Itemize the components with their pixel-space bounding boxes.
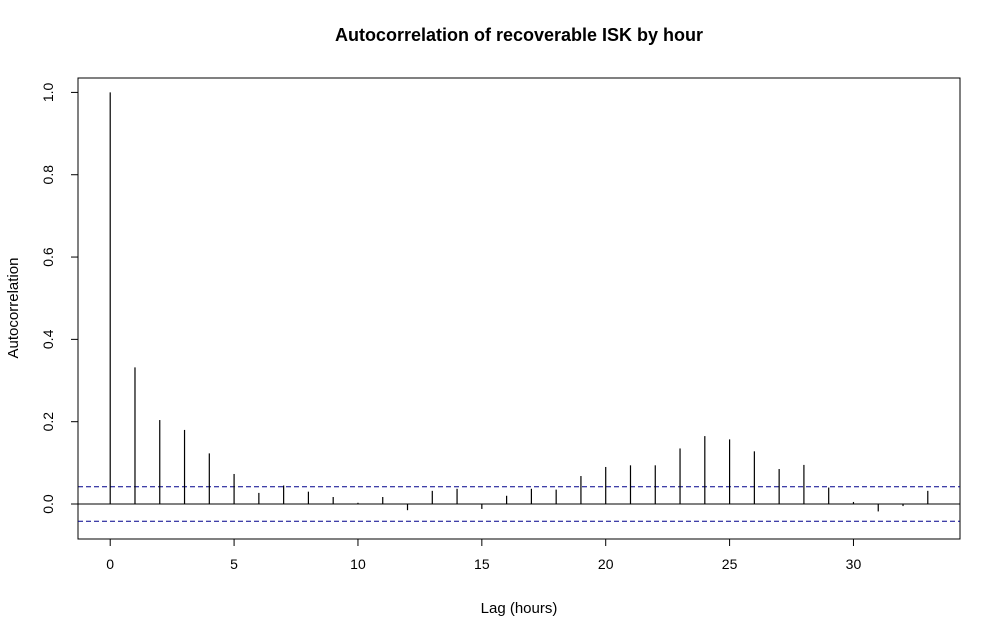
x-tick-label-10: 10: [350, 556, 366, 572]
plot-area: 0 5 10 15 20 25 30 0.0 0.2 0.4 0.6 0.8 1.0: [40, 77, 961, 572]
x-tick-label-15: 15: [474, 556, 490, 572]
chart-title: Autocorrelation of recoverable ISK by ho…: [335, 25, 703, 45]
x-axis-label: Lag (hours): [481, 600, 558, 617]
x-tick-label-0: 0: [106, 556, 114, 572]
y-tick-label-2: 0.4: [40, 329, 56, 349]
y-tick-label-4: 0.8: [40, 165, 56, 185]
x-tick-label-5: 5: [230, 556, 238, 572]
y-tick-label-1: 0.2: [40, 412, 56, 432]
x-tick-label-25: 25: [722, 556, 738, 572]
y-axis-label: Autocorrelation: [5, 258, 22, 359]
plot-frame: [77, 77, 961, 540]
y-tick-label-0: 0.0: [40, 494, 56, 514]
y-tick-label-5: 1.0: [40, 82, 56, 102]
x-tick-label-20: 20: [598, 556, 614, 572]
y-tick-label-3: 0.6: [40, 247, 56, 267]
x-tick-label-30: 30: [846, 556, 862, 572]
